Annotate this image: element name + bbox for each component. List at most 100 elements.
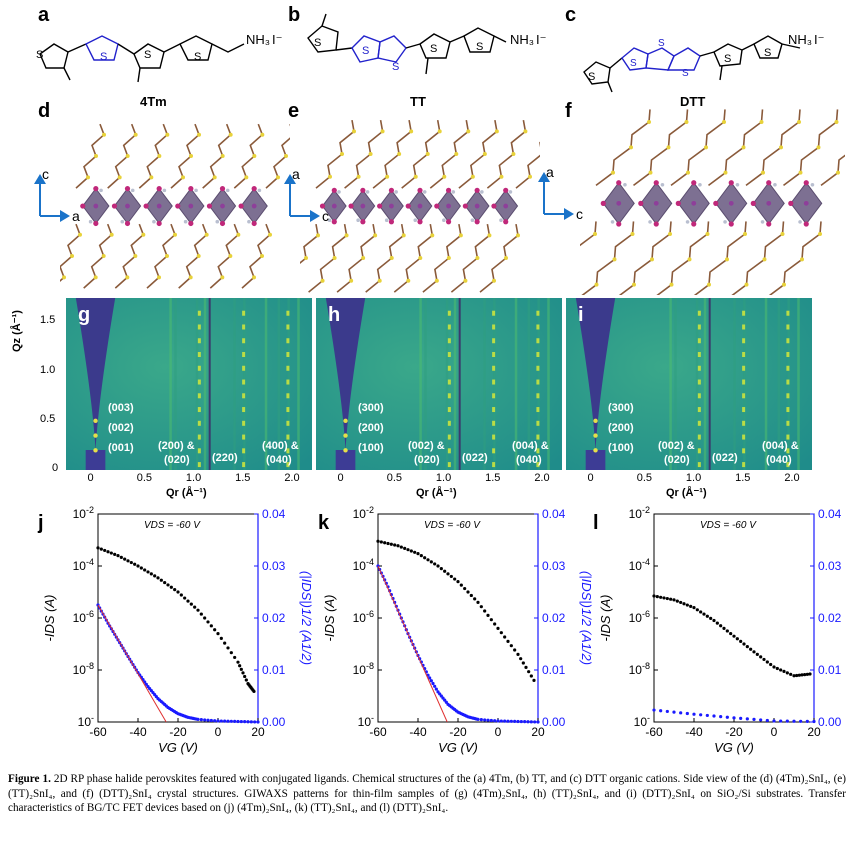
sqrt-current-point [479, 718, 483, 722]
bragg-spot [286, 407, 290, 413]
vds-label: VDS = -60 V [144, 520, 201, 531]
fet-transfer-charts: 10-2 10-4 10-6 10-8 10- 0.04 0.03 0.02 0.01 0.00 -… [42, 506, 842, 755]
panel-letter-i: i [578, 304, 584, 326]
diffraction-streak [483, 298, 486, 470]
sulfur-atom [434, 278, 439, 283]
sulfur-atom [687, 257, 692, 262]
log-current-point [792, 674, 796, 678]
sulfur-atom [316, 233, 320, 238]
iodine-atom [417, 187, 423, 193]
peak-label-i-6a: (004) & [762, 440, 799, 452]
sulfur-atom [157, 154, 162, 159]
detector-gap [458, 298, 461, 470]
log-current-point [449, 574, 453, 579]
bragg-spot [242, 448, 246, 454]
x-tick-label: 20 [531, 725, 545, 739]
ligand-chain [241, 223, 271, 289]
sulfur-atom [197, 132, 201, 137]
left-axis-label: -IDS (A) [42, 595, 57, 642]
sqrt-current-point [216, 719, 220, 723]
bragg-spot [286, 393, 290, 399]
ammonium-atom [130, 188, 135, 193]
bragg-spot [286, 434, 290, 440]
bragg-spot [447, 352, 451, 358]
log-current-point [423, 556, 427, 560]
log-current-point [800, 673, 804, 677]
sulfur-atom [244, 175, 249, 180]
bragg-spot [286, 420, 290, 426]
sulfur-atom [528, 174, 532, 179]
right-tick-label: 0.04 [262, 507, 286, 521]
sulfur-atom [629, 145, 633, 150]
sulfur-atom [647, 120, 651, 125]
sulfur-atom [94, 154, 98, 159]
log-current-point [159, 578, 163, 582]
bragg-spot [197, 352, 201, 358]
giwaxs-x-axis-label-h: Qr (Å⁻¹) [416, 487, 457, 499]
iodine-atom [206, 203, 213, 209]
giwaxs-x-tick: 0 [337, 472, 344, 484]
ammonium-atom [773, 182, 777, 187]
peak-label-i-2: (200) [608, 422, 634, 434]
iodine-atom [360, 219, 366, 225]
ligand-chain [233, 123, 264, 189]
peak-label-g-6b: (040) [266, 454, 292, 466]
ligand-chain [138, 123, 169, 189]
svg-text:S: S [588, 71, 595, 83]
log-current-point [709, 616, 713, 620]
iodine-atom [93, 220, 99, 227]
log-current-point [453, 577, 457, 581]
left-tick-label: 10-4 [629, 557, 650, 573]
log-current-point [797, 673, 801, 677]
log-current-point [755, 652, 759, 656]
ligand-chain [708, 109, 764, 187]
structure-dtt-drawing: S S S S S S [583, 35, 801, 93]
giwaxs-x-tick: 0 [87, 472, 94, 484]
right-tick-label: 0.01 [818, 663, 842, 677]
ligand-chain [170, 123, 200, 189]
right-tick-label: 0.03 [262, 559, 286, 573]
log-current-point [196, 608, 200, 612]
bragg-spot [697, 393, 701, 399]
bragg-spot [242, 434, 246, 440]
sulfur-atom [418, 256, 423, 261]
sulfur-atom [93, 275, 98, 280]
peak-label-i-4a: (002) & [658, 440, 695, 452]
sqrt-current-point [213, 719, 217, 723]
sulfur-atom [340, 152, 344, 157]
iodide-label-a: I⁻ [272, 32, 283, 47]
ammonium-atom [648, 220, 652, 224]
sqrt-current-point [772, 719, 776, 723]
sulfur-atom [304, 256, 308, 261]
log-current-point [113, 552, 117, 556]
log-current-point [745, 645, 749, 649]
iodine-atom [462, 203, 468, 209]
beamstop [335, 450, 356, 470]
sulfur-atom [454, 152, 459, 157]
iodine-atom [111, 203, 118, 209]
bragg-spot [786, 379, 790, 385]
sulfur-atom [523, 129, 528, 134]
sqrt-current-point [233, 719, 237, 723]
crystal-structure-4tm [60, 123, 290, 289]
log-current-point [143, 568, 147, 572]
diffraction-streak [764, 298, 768, 470]
sqrt-current-point [243, 720, 247, 724]
axis-label-f-vertical: a [546, 164, 554, 180]
sqrt-current-point [699, 713, 703, 717]
sqrt-current-point [253, 720, 257, 724]
sulfur-atom [430, 233, 435, 238]
sulfur-atom [446, 256, 451, 261]
log-current-point [469, 593, 473, 598]
bragg-spot [447, 448, 451, 454]
sulfur-atom [196, 254, 201, 259]
bragg-spot [242, 379, 246, 385]
ammonium-atom [451, 190, 456, 194]
left-tick-label: 10-4 [73, 557, 94, 573]
bragg-spot [536, 462, 540, 468]
sqrt-current-point [509, 719, 513, 723]
giwaxs-x-tick: 0.5 [636, 472, 653, 484]
log-current-point [473, 597, 477, 601]
log-current-point [772, 665, 776, 669]
iodine-atom [766, 180, 772, 186]
